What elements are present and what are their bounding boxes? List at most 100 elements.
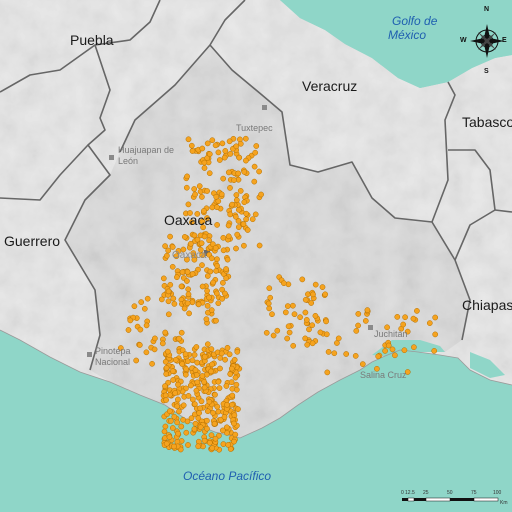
occurrence-point[interactable]: [265, 300, 272, 307]
occurrence-point[interactable]: [179, 347, 186, 354]
occurrence-point[interactable]: [234, 348, 241, 355]
occurrence-point[interactable]: [141, 305, 148, 312]
occurrence-point[interactable]: [213, 268, 219, 274]
occurrence-point[interactable]: [198, 240, 205, 247]
occurrence-point[interactable]: [178, 283, 185, 290]
occurrence-point[interactable]: [219, 295, 226, 302]
occurrence-point[interactable]: [236, 154, 243, 161]
occurrence-point[interactable]: [176, 408, 182, 415]
occurrence-point[interactable]: [214, 204, 220, 211]
occurrence-point[interactable]: [195, 443, 202, 450]
occurrence-point[interactable]: [218, 350, 225, 357]
occurrence-point[interactable]: [182, 371, 189, 378]
occurrence-point[interactable]: [431, 348, 438, 354]
occurrence-point[interactable]: [322, 291, 329, 298]
occurrence-point[interactable]: [392, 352, 398, 359]
occurrence-point[interactable]: [199, 218, 206, 225]
occurrence-point[interactable]: [182, 351, 189, 358]
occurrence-point[interactable]: [244, 227, 251, 233]
occurrence-point[interactable]: [207, 268, 214, 275]
occurrence-point[interactable]: [214, 222, 220, 228]
occurrence-point[interactable]: [137, 326, 144, 333]
occurrence-point[interactable]: [222, 290, 228, 297]
occurrence-point[interactable]: [227, 151, 234, 157]
occurrence-point[interactable]: [208, 346, 215, 352]
occurrence-point[interactable]: [208, 307, 215, 313]
occurrence-point[interactable]: [243, 210, 250, 217]
occurrence-point[interactable]: [204, 215, 210, 221]
occurrence-point[interactable]: [237, 188, 244, 194]
occurrence-point[interactable]: [204, 417, 210, 424]
occurrence-point[interactable]: [162, 243, 168, 249]
occurrence-point[interactable]: [284, 303, 291, 309]
occurrence-point[interactable]: [223, 424, 230, 431]
occurrence-point[interactable]: [164, 252, 170, 259]
occurrence-point[interactable]: [256, 242, 263, 249]
occurrence-point[interactable]: [192, 191, 198, 198]
occurrence-point[interactable]: [251, 163, 258, 170]
occurrence-point[interactable]: [224, 401, 230, 408]
occurrence-point[interactable]: [284, 335, 291, 342]
occurrence-point[interactable]: [201, 208, 207, 214]
occurrence-point[interactable]: [215, 378, 222, 385]
occurrence-point[interactable]: [168, 418, 174, 424]
occurrence-point[interactable]: [232, 374, 239, 381]
occurrence-point[interactable]: [228, 379, 235, 386]
occurrence-point[interactable]: [269, 311, 275, 318]
occurrence-point[interactable]: [235, 218, 242, 224]
occurrence-point[interactable]: [185, 393, 192, 399]
occurrence-point[interactable]: [309, 340, 316, 347]
occurrence-point[interactable]: [208, 368, 214, 375]
occurrence-point[interactable]: [184, 256, 190, 263]
occurrence-point[interactable]: [204, 155, 211, 161]
occurrence-point[interactable]: [175, 381, 181, 388]
occurrence-point[interactable]: [219, 286, 225, 293]
occurrence-point[interactable]: [323, 331, 330, 338]
occurrence-point[interactable]: [117, 345, 124, 351]
occurrence-point[interactable]: [266, 285, 273, 292]
occurrence-point[interactable]: [219, 140, 226, 147]
occurrence-point[interactable]: [197, 246, 204, 253]
occurrence-point[interactable]: [232, 431, 239, 438]
occurrence-point[interactable]: [204, 287, 210, 294]
occurrence-point[interactable]: [174, 419, 180, 426]
occurrence-point[interactable]: [171, 413, 178, 420]
occurrence-point[interactable]: [400, 321, 407, 328]
occurrence-point[interactable]: [144, 295, 151, 302]
occurrence-point[interactable]: [204, 302, 211, 309]
occurrence-point[interactable]: [185, 358, 191, 364]
occurrence-point[interactable]: [196, 410, 202, 416]
occurrence-point[interactable]: [204, 425, 210, 432]
occurrence-point[interactable]: [222, 148, 229, 154]
occurrence-point[interactable]: [299, 276, 306, 283]
occurrence-point[interactable]: [176, 335, 182, 342]
occurrence-point[interactable]: [201, 379, 207, 385]
occurrence-point[interactable]: [212, 391, 218, 398]
occurrence-point[interactable]: [226, 351, 233, 358]
occurrence-point[interactable]: [404, 369, 411, 375]
occurrence-point[interactable]: [309, 322, 316, 329]
occurrence-point[interactable]: [192, 367, 199, 373]
occurrence-point[interactable]: [159, 340, 166, 347]
occurrence-point[interactable]: [211, 420, 218, 427]
occurrence-point[interactable]: [201, 159, 208, 166]
occurrence-point[interactable]: [256, 168, 262, 175]
occurrence-point[interactable]: [189, 299, 196, 306]
occurrence-point[interactable]: [335, 335, 342, 342]
occurrence-point[interactable]: [233, 381, 240, 388]
occurrence-point[interactable]: [160, 275, 167, 282]
occurrence-point[interactable]: [270, 332, 277, 339]
occurrence-point[interactable]: [216, 385, 223, 391]
occurrence-point[interactable]: [189, 148, 196, 154]
occurrence-point[interactable]: [189, 219, 195, 226]
occurrence-point[interactable]: [231, 177, 237, 183]
occurrence-point[interactable]: [215, 149, 222, 156]
occurrence-point[interactable]: [213, 290, 220, 297]
occurrence-point[interactable]: [162, 423, 169, 430]
occurrence-point[interactable]: [302, 296, 309, 303]
occurrence-point[interactable]: [208, 255, 215, 262]
occurrence-point[interactable]: [252, 149, 259, 156]
occurrence-point[interactable]: [214, 262, 220, 269]
occurrence-point[interactable]: [214, 256, 220, 263]
occurrence-point[interactable]: [194, 236, 201, 243]
